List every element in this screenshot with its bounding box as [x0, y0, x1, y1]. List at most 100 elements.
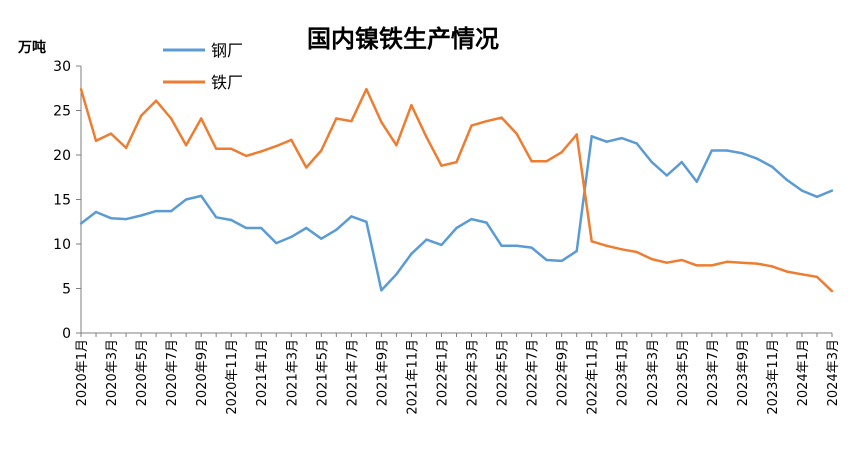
series-1-point-16	[320, 237, 323, 240]
x-tick-label-13: 2022年3月	[466, 339, 481, 406]
x-tick-label-19: 2023年3月	[646, 339, 661, 406]
legend: 钢厂 铁厂	[163, 41, 243, 92]
series-1-point-45	[755, 157, 759, 160]
x-tick-label-8: 2021年5月	[315, 339, 330, 406]
series-2-point-16	[320, 149, 323, 152]
series-1-point-33	[575, 249, 578, 253]
series-2-point-26	[470, 124, 473, 127]
series-1-point-41	[695, 180, 699, 183]
y-tick-label-4: 20	[53, 148, 71, 164]
series-1-point-17	[335, 228, 338, 231]
x-tick-label-22: 2023年9月	[736, 339, 751, 406]
series-1-point-50	[830, 189, 834, 192]
series-1-point-31	[545, 258, 548, 262]
series-2-point-23	[425, 136, 428, 139]
series-2-point-8	[199, 117, 203, 120]
series-2-point-22	[410, 103, 413, 107]
x-tick-label-1: 2020年3月	[105, 339, 120, 406]
series-lines	[79, 87, 834, 293]
series-2-point-6	[169, 117, 173, 120]
series-1-point-13	[275, 241, 278, 245]
x-tick-label-4: 2020年9月	[195, 339, 210, 406]
series-1-point-34	[590, 135, 593, 138]
y-tick-label-3: 15	[53, 193, 71, 209]
series-1-point-42	[710, 149, 714, 152]
x-tick-label-11: 2021年11月	[405, 339, 420, 415]
series-2-point-49	[815, 275, 819, 279]
series-1-point-21	[395, 273, 398, 276]
series-2-point-36	[620, 248, 623, 251]
series-1-point-8	[199, 194, 203, 198]
x-tick-label-9: 2021年7月	[345, 339, 360, 406]
x-tick-label-24: 2024年1月	[796, 339, 811, 406]
series-2-point-9	[214, 147, 218, 150]
series-2-point-50	[830, 289, 834, 293]
series-1-point-40	[680, 160, 683, 164]
series-2-point-7	[184, 144, 188, 147]
series-2-point-28	[500, 116, 503, 119]
series-1-point-15	[305, 226, 308, 230]
series-1-point-43	[725, 149, 729, 152]
y-tick-label-5: 25	[53, 104, 71, 120]
series-1-point-2	[109, 216, 113, 220]
series-1-point-48	[800, 189, 804, 192]
series-2-point-1	[94, 139, 98, 142]
series-2-point-2	[109, 132, 113, 135]
series-1-point-27	[485, 221, 488, 224]
series-1-point-5	[154, 209, 158, 213]
y-tick-label-2: 10	[53, 237, 71, 253]
series-1-point-38	[650, 160, 653, 164]
series-2-point-39	[665, 261, 668, 264]
series-1-point-46	[770, 165, 774, 168]
series-2-point-30	[530, 160, 533, 163]
series-1-point-0	[79, 222, 83, 225]
series-2-point-19	[365, 87, 368, 91]
series-1-point-26	[470, 217, 473, 221]
series-2-point-43	[725, 260, 729, 263]
x-tick-label-15: 2022年7月	[526, 339, 541, 406]
series-1-point-39	[665, 174, 668, 177]
series-1-point-12	[260, 226, 263, 230]
series-1-point-22	[410, 252, 413, 255]
series-1-point-3	[124, 217, 128, 221]
series-1-point-28	[500, 244, 503, 247]
series-2-point-45	[755, 262, 759, 265]
series-2-point-20	[380, 120, 383, 124]
series-2-point-35	[605, 244, 608, 247]
series-2-point-21	[395, 144, 398, 147]
series-2-point-48	[800, 273, 804, 276]
x-tick-label-6: 2021年1月	[255, 339, 270, 406]
series-2-point-13	[275, 144, 278, 148]
series-1-point-14	[290, 235, 293, 239]
chart-title: 国内镍铁生产情况	[307, 24, 499, 53]
series-1-point-20	[380, 289, 383, 292]
series-1-point-30	[530, 246, 533, 249]
series-2-point-11	[245, 154, 248, 158]
series-2-point-27	[485, 119, 488, 123]
series-2-point-0	[79, 87, 83, 91]
series-2-point-25	[455, 160, 458, 164]
y-axis-ticks: 0 5 10 15 20 25 30	[53, 59, 81, 342]
series-1-point-35	[605, 140, 608, 143]
series-1-point-47	[785, 178, 789, 182]
x-tick-label-12: 2022年1月	[435, 339, 450, 406]
series-2-point-29	[515, 132, 518, 135]
series-1-point-49	[815, 195, 819, 199]
series-2-point-38	[650, 257, 653, 261]
series-line-2	[79, 87, 833, 293]
x-tick-label-0: 2020年1月	[75, 339, 90, 406]
x-tick-label-10: 2021年9月	[375, 339, 390, 406]
series-1-point-29	[515, 244, 518, 247]
x-tick-label-21: 2023年7月	[706, 339, 721, 406]
x-tick-label-23: 2023年11月	[766, 339, 781, 415]
series-1-point-23	[425, 238, 428, 241]
series-2-point-46	[770, 265, 774, 268]
x-tick-label-17: 2022年11月	[586, 339, 601, 415]
series-2-point-12	[260, 150, 263, 153]
legend-label-series-2: 铁厂	[211, 73, 243, 92]
series-2-point-34	[590, 240, 593, 243]
y-tick-label-6: 30	[53, 59, 71, 75]
x-tick-label-7: 2021年3月	[285, 339, 300, 406]
series-1-point-44	[740, 152, 744, 155]
